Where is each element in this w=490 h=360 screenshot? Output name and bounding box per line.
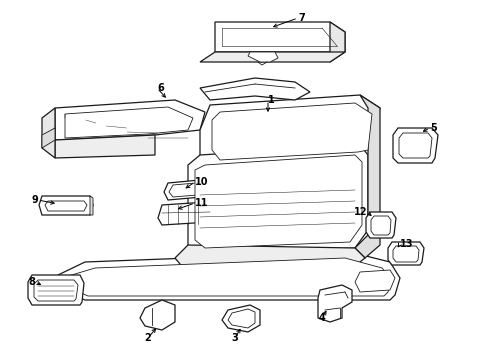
Polygon shape: [188, 145, 368, 255]
Polygon shape: [28, 275, 84, 305]
Polygon shape: [164, 180, 205, 200]
Polygon shape: [200, 95, 380, 165]
Text: 12: 12: [353, 207, 367, 217]
Polygon shape: [207, 202, 212, 222]
Text: 11: 11: [195, 198, 209, 208]
Polygon shape: [58, 252, 400, 300]
Text: 9: 9: [31, 195, 38, 205]
Text: 8: 8: [28, 277, 35, 287]
Polygon shape: [393, 128, 438, 163]
Polygon shape: [318, 285, 352, 322]
Polygon shape: [90, 196, 93, 215]
Polygon shape: [45, 201, 87, 211]
Polygon shape: [39, 196, 93, 215]
Polygon shape: [399, 133, 432, 158]
Polygon shape: [330, 22, 345, 62]
Polygon shape: [55, 135, 155, 158]
Text: 10: 10: [195, 177, 209, 187]
Polygon shape: [215, 22, 345, 52]
Polygon shape: [366, 212, 396, 238]
Text: 5: 5: [430, 123, 437, 133]
Polygon shape: [248, 52, 278, 62]
Text: 3: 3: [232, 333, 238, 343]
Polygon shape: [65, 107, 193, 138]
Polygon shape: [34, 280, 78, 301]
Polygon shape: [175, 245, 365, 270]
Text: 13: 13: [400, 239, 414, 249]
Polygon shape: [393, 246, 419, 262]
Polygon shape: [371, 216, 391, 235]
Polygon shape: [169, 183, 200, 197]
Polygon shape: [222, 305, 260, 332]
Polygon shape: [355, 95, 380, 258]
Polygon shape: [212, 103, 372, 160]
Polygon shape: [355, 270, 395, 292]
Text: 6: 6: [157, 83, 164, 93]
Polygon shape: [42, 128, 55, 148]
Text: 1: 1: [268, 95, 275, 105]
Polygon shape: [158, 202, 212, 225]
Text: 7: 7: [298, 13, 305, 23]
Polygon shape: [228, 309, 255, 328]
Polygon shape: [42, 108, 55, 158]
Polygon shape: [200, 78, 310, 100]
Polygon shape: [55, 100, 205, 140]
Polygon shape: [200, 52, 345, 62]
Polygon shape: [65, 258, 392, 296]
Polygon shape: [195, 155, 362, 248]
Text: 2: 2: [145, 333, 151, 343]
Text: 4: 4: [318, 313, 325, 323]
Polygon shape: [140, 300, 175, 330]
Polygon shape: [388, 242, 424, 265]
